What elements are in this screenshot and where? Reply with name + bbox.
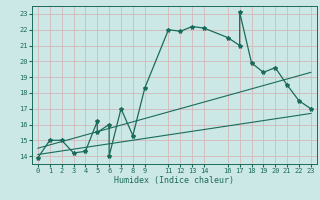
X-axis label: Humidex (Indice chaleur): Humidex (Indice chaleur) [115,176,234,185]
